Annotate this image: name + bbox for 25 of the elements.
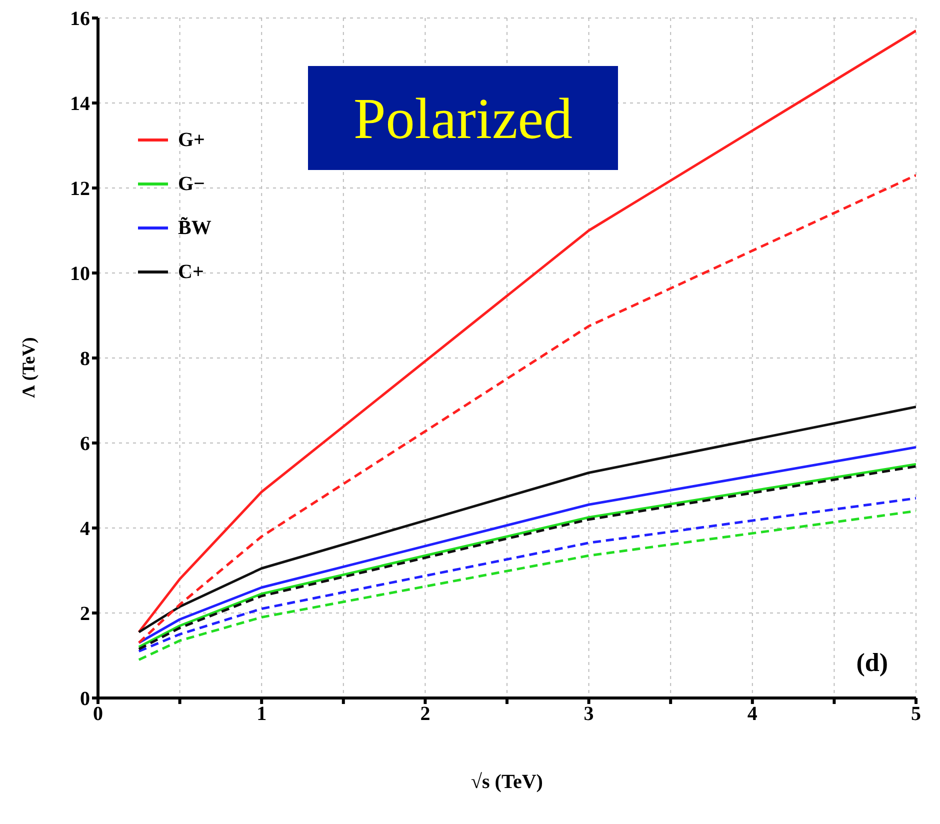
y-tick-label: 16 xyxy=(70,8,90,30)
legend-label: C+ xyxy=(178,260,204,284)
y-tick-label: 4 xyxy=(80,518,90,540)
y-tick-label: 6 xyxy=(80,433,90,456)
y-tick-label: 2 xyxy=(80,603,90,626)
text: Polarized xyxy=(308,66,618,170)
x-tick-label: 2 xyxy=(420,703,430,726)
x-tick-label: 5 xyxy=(911,703,921,726)
x-tick-label: 1 xyxy=(256,703,267,726)
y-tick-label: 8 xyxy=(80,348,90,370)
legend-label: B̃W xyxy=(178,216,212,240)
legend-label: G+ xyxy=(178,128,205,152)
annotation: (d) xyxy=(856,648,888,678)
line-series xyxy=(138,30,916,634)
y-tick-label: 0 xyxy=(80,688,90,710)
x-tick-label: 3 xyxy=(584,703,594,726)
y-tick-label: 14 xyxy=(70,93,90,116)
line-series xyxy=(138,406,916,634)
y-axis-title: Λ (TeV) xyxy=(18,337,38,398)
line-series xyxy=(138,174,916,644)
x-tick-label: 4 xyxy=(747,703,758,726)
x-axis-title: √s (TeV) xyxy=(471,771,543,793)
y-tick-label: 12 xyxy=(70,178,90,200)
legend-label: G− xyxy=(178,172,205,196)
y-tick-label: 10 xyxy=(70,263,90,286)
